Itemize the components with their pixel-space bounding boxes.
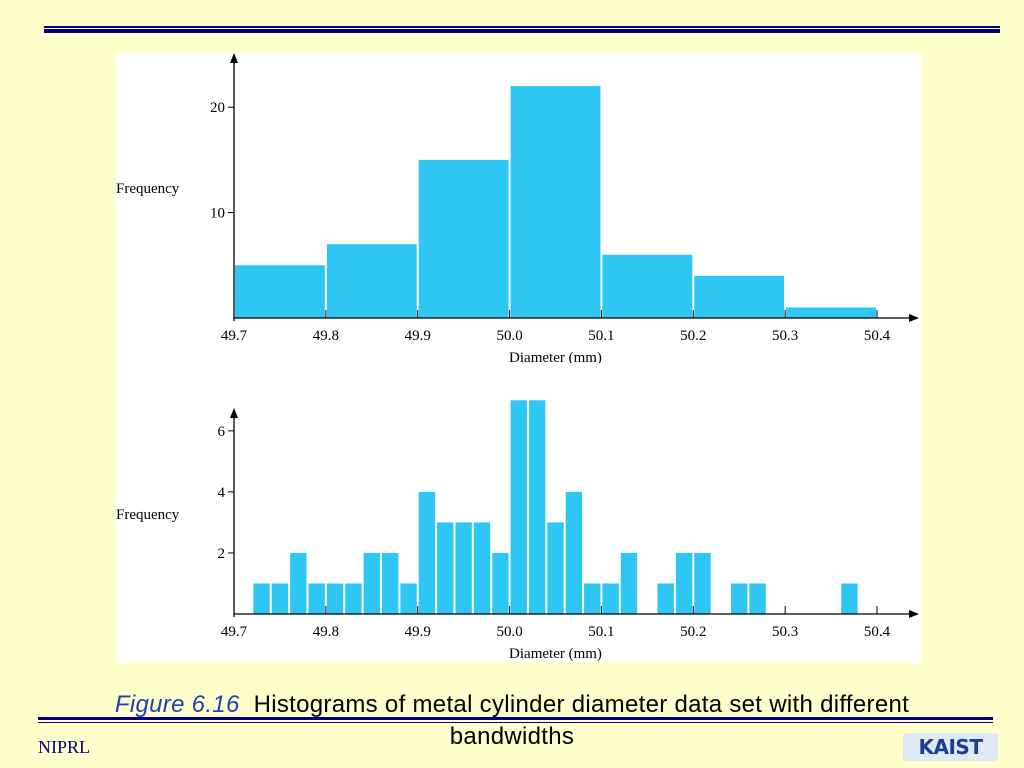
histogram-bar [731, 583, 748, 614]
x-axis-label: Diameter (mm) [509, 646, 602, 662]
x-axis-label: Diameter (mm) [509, 350, 602, 363]
kaist-logo: KAIST [903, 733, 998, 761]
x-tick-label: 49.8 [313, 328, 339, 344]
histogram-bar [253, 583, 270, 614]
histogram-bar [510, 86, 601, 318]
histogram-bar [528, 400, 546, 614]
histogram-bar [418, 491, 436, 614]
footer-org: NIPRL [38, 737, 91, 757]
x-tick-label: 50.2 [680, 328, 706, 344]
histogram-bar [565, 491, 583, 614]
y-axis-arrow [230, 53, 238, 63]
histogram-bar [437, 522, 454, 614]
logo-text: KAIST [918, 735, 983, 759]
histogram-bar [602, 583, 619, 614]
y-tick-label: 10 [210, 206, 225, 222]
x-tick-label: 50.3 [772, 624, 798, 640]
histogram-bar [455, 522, 472, 614]
figure-caption: Figure 6.16 Histograms of metal cylinder … [60, 689, 964, 753]
y-tick-label: 4 [218, 485, 226, 501]
x-tick-label: 49.9 [405, 624, 431, 640]
bottom-rule [38, 717, 993, 723]
histogram-wide-bins: 49.7 49.8 49.9 50.0 50.1 50.2 50.3 50.4 10 20 Diam… [116, 53, 919, 363]
histogram-bar [620, 552, 638, 614]
x-tick-label: 49.7 [221, 328, 248, 344]
histogram-bar [363, 552, 380, 614]
x-tick-label: 50.4 [864, 328, 891, 344]
x-tick-label: 50.3 [772, 328, 798, 344]
histogram-bar [584, 583, 601, 614]
histogram-bar [418, 159, 509, 318]
x-tick-label: 50.2 [680, 624, 706, 640]
figure-label: Figure 6.16 [114, 691, 240, 718]
histogram-bar [694, 552, 711, 614]
histogram-bar [290, 552, 307, 614]
x-tick-label: 50.4 [864, 624, 891, 640]
histogram-bar [694, 275, 785, 318]
x-tick-label: 49.9 [405, 328, 431, 344]
x-tick-label: 50.1 [588, 624, 614, 640]
x-tick-label: 50.0 [496, 328, 522, 344]
histogram-bar [345, 583, 362, 614]
y-tick-label: 2 [218, 546, 226, 562]
x-tick-label: 50.0 [496, 624, 522, 640]
histogram-bar [326, 583, 344, 614]
y-tick-label: 20 [210, 100, 225, 116]
histogram-bar [326, 244, 417, 318]
histogram-bar [510, 400, 527, 614]
y-axis-arrow [230, 408, 238, 418]
histogram-bar [547, 522, 564, 614]
x-tick-label: 49.8 [313, 624, 339, 640]
histogram-bar [786, 307, 876, 318]
x-tick-label: 50.1 [588, 328, 614, 344]
histogram-bar [235, 265, 325, 318]
histogram-bar [675, 552, 693, 614]
histogram-bar [308, 583, 325, 614]
y-axis-label: Frequency [116, 507, 180, 523]
histogram-bar [381, 552, 399, 614]
y-tick-label: 6 [218, 424, 226, 440]
x-tick-label: 49.7 [221, 624, 248, 640]
histogram-bar [400, 583, 417, 614]
histogram-bar [492, 552, 509, 614]
x-axis-arrow [909, 610, 919, 618]
histogram-bar [657, 583, 674, 614]
top-rule [44, 26, 1000, 33]
histogram-bar [602, 254, 693, 318]
histogram-bar [271, 583, 289, 614]
histogram-narrow-bins: 49.7 49.8 49.9 50.0 50.1 50.2 50.3 50.4 2 4 6 Diame… [116, 400, 919, 662]
x-axis-arrow [909, 314, 919, 322]
figure-panel: 49.7 49.8 49.9 50.0 50.1 50.2 50.3 50.4 10 20 Diam… [116, 53, 921, 663]
y-axis-label: Frequency [116, 181, 180, 197]
caption-text: Histograms of metal cylinder diameter da… [253, 691, 910, 750]
histogram-bar [473, 522, 491, 614]
histogram-bar [749, 583, 766, 614]
histogram-bar [841, 583, 858, 614]
